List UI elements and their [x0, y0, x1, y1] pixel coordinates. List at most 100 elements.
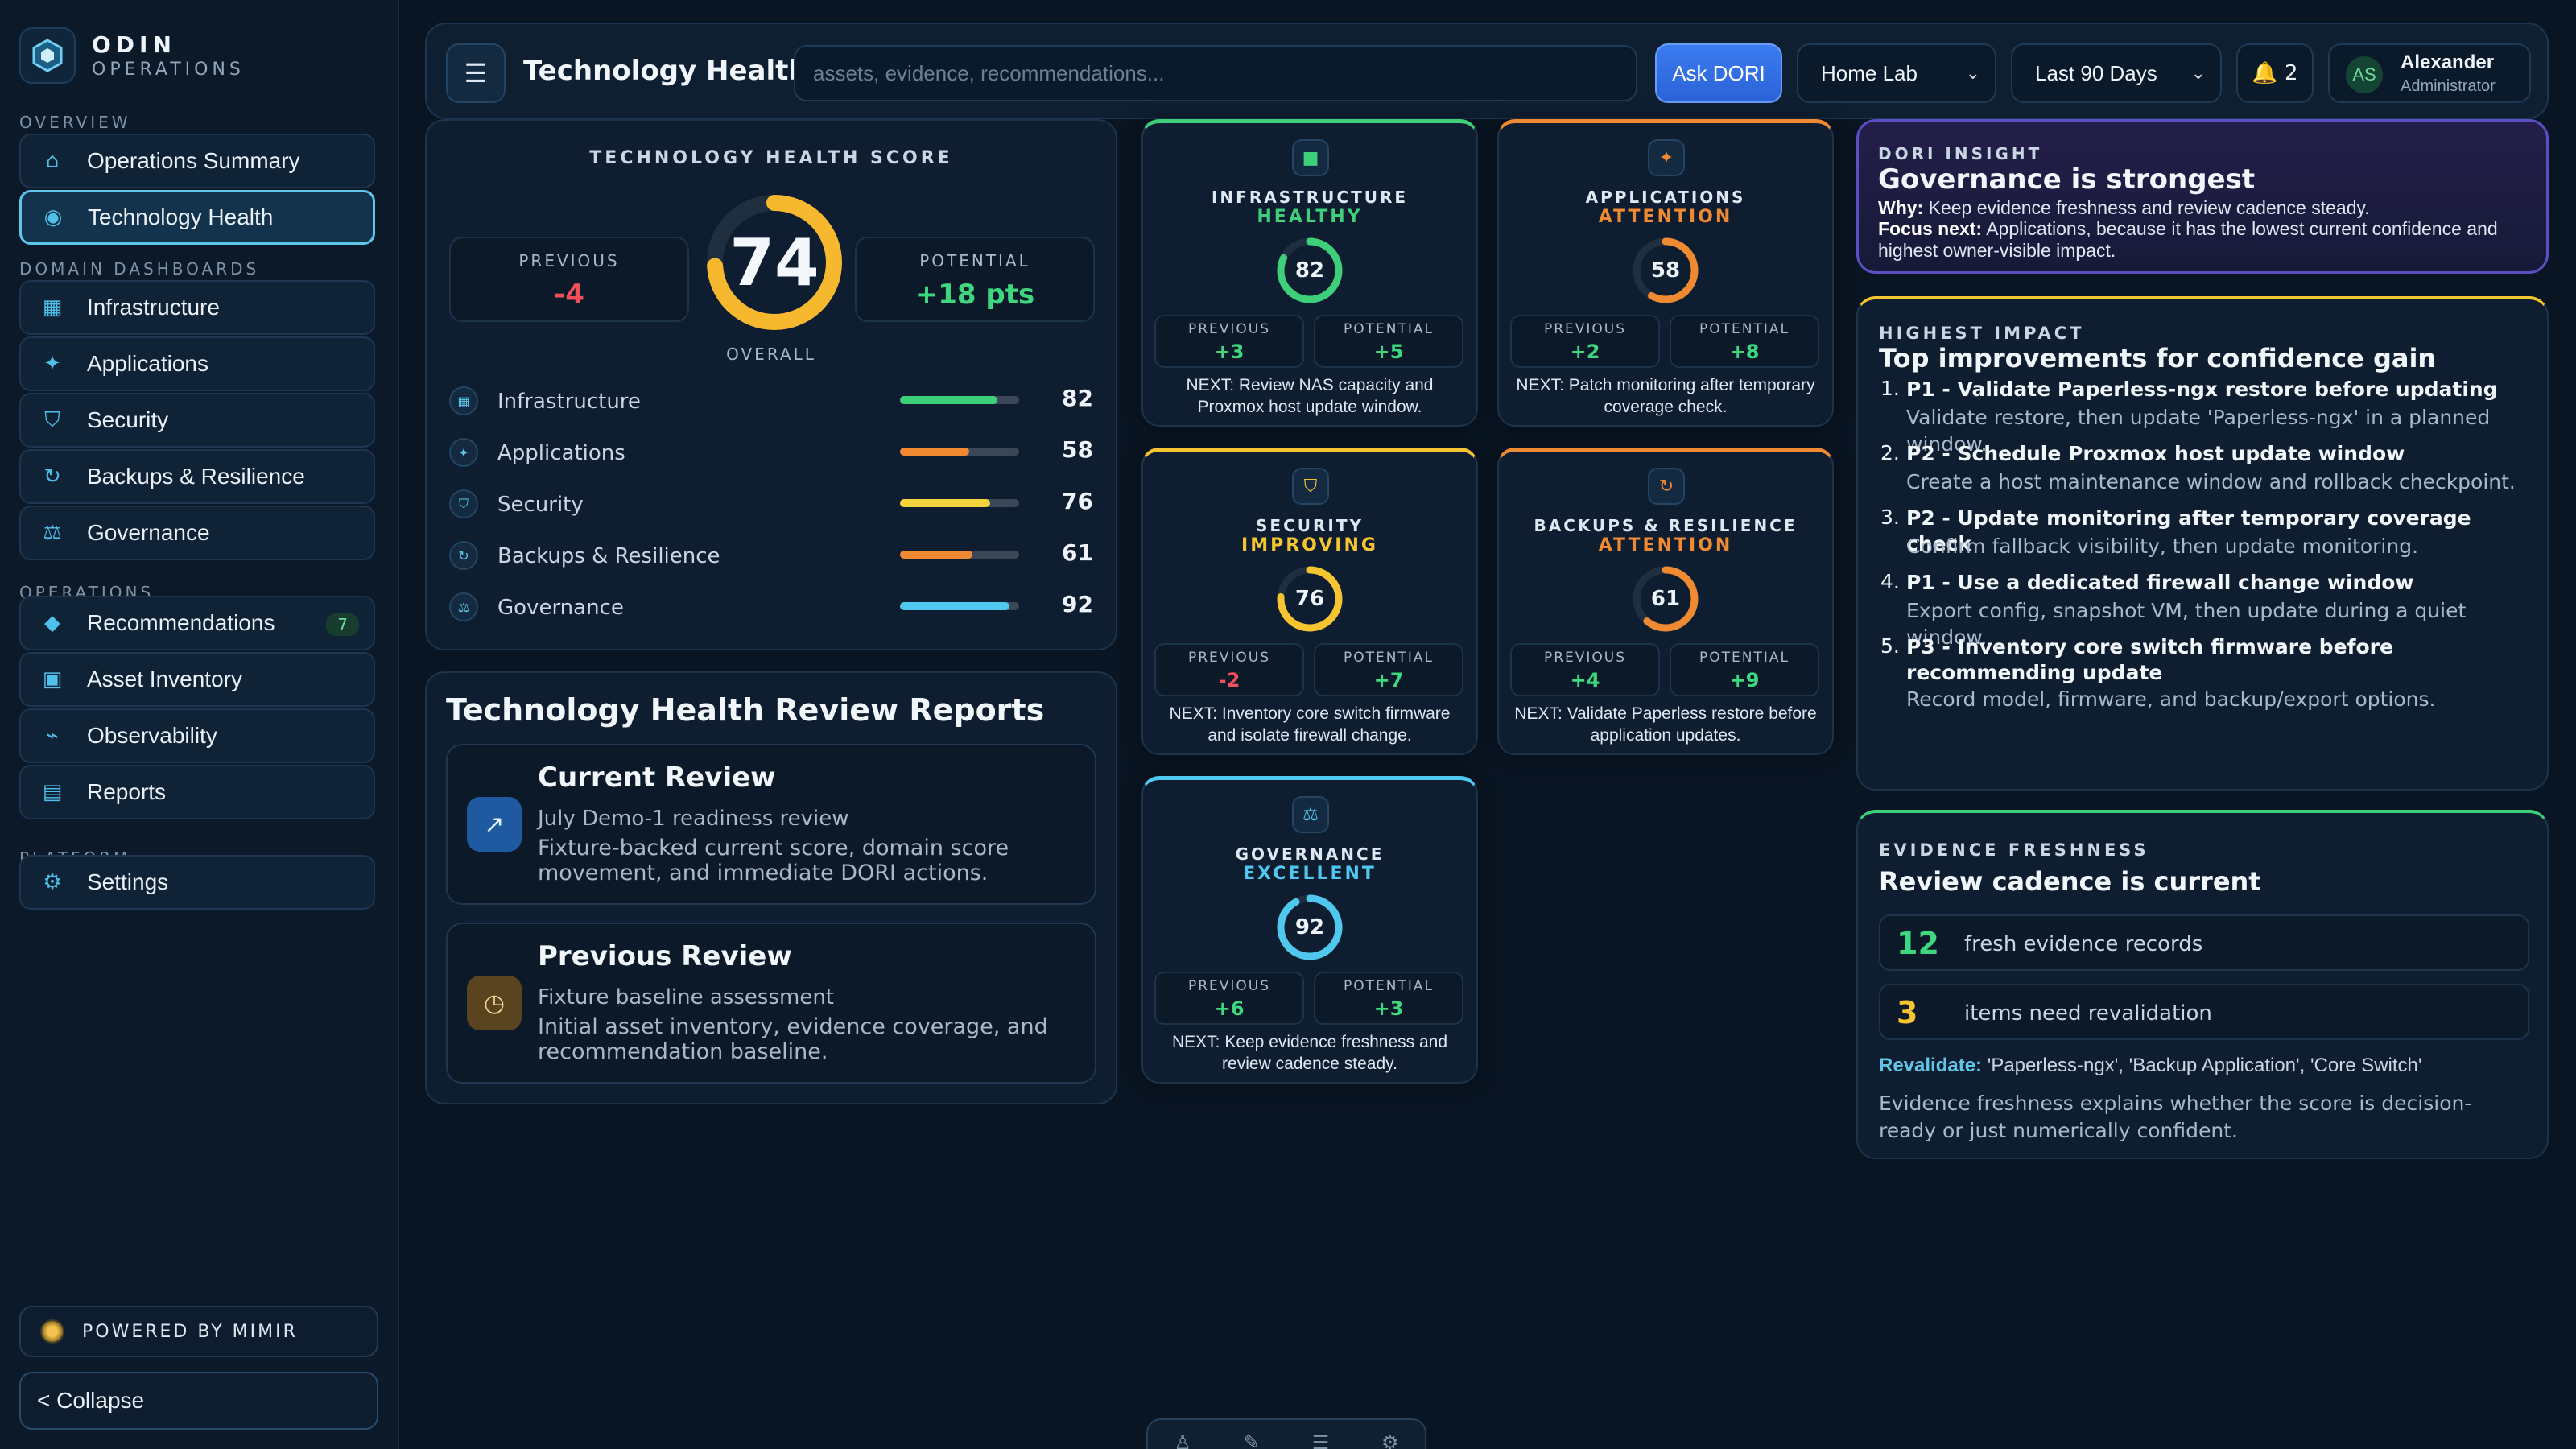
sidebar-item-observability[interactable]: ⌁ Observability: [19, 708, 375, 763]
domain-card-backups-resilience[interactable]: ↻ BACKUPS & RESILIENCE ATTENTION 61 PREVIOUS…: [1497, 448, 1834, 755]
sidebar-item-reports[interactable]: ▤ Reports: [19, 765, 375, 819]
user-icon[interactable]: ♙: [1174, 1431, 1191, 1449]
collapse-button[interactable]: < Collapse: [19, 1372, 378, 1430]
sidebar-item-operations-summary[interactable]: ⌂ Operations Summary: [19, 134, 375, 188]
sidebar-item-label: Settings: [87, 869, 169, 894]
domain-name: SECURITY: [1256, 516, 1364, 535]
notifications-button[interactable]: 🔔 2: [2236, 43, 2314, 103]
review-report-card[interactable]: ↗ Current Review July Demo-1 readiness rev…: [446, 744, 1096, 905]
highest-impact-panel: HIGHEST IMPACT Top improvements for conf…: [1856, 296, 2549, 791]
potential-card: POTENTIAL +3: [1314, 972, 1463, 1025]
sidebar-item-infrastructure[interactable]: ▦ Infrastructure: [19, 280, 375, 335]
list-icon[interactable]: ☰: [1311, 1431, 1330, 1449]
user-menu[interactable]: AS Alexander Administrator: [2328, 43, 2531, 103]
shield-icon: ⛉: [1292, 468, 1329, 505]
sidebar-item-label: Reports: [87, 779, 167, 804]
next-action: NEXT: Validate Paperless restore before …: [1514, 704, 1817, 745]
sidebar-item-applications[interactable]: ✦ Applications: [19, 336, 375, 391]
item-description: Export config, snapshot VM, then update …: [1906, 599, 2467, 649]
domain-progress-bar: [900, 499, 1019, 507]
review-report-card[interactable]: ◷ Previous Review Fixture baseline assessm…: [446, 923, 1096, 1084]
domain-progress-bar: [900, 448, 1019, 456]
domain-card-governance[interactable]: ⚖ GOVERNANCE EXCELLENT 92 PREVIOUS +6 POTENTIA…: [1141, 776, 1478, 1084]
potential-label: POTENTIAL: [1699, 321, 1790, 337]
sidebar-item-label: Operations Summary: [87, 148, 300, 173]
domain-score-row[interactable]: ⛉ Security 76: [449, 488, 1093, 520]
edit-icon[interactable]: ✎: [1243, 1431, 1260, 1449]
previous-card: PREVIOUS +3: [1154, 315, 1304, 368]
radar-icon: ◉: [43, 205, 63, 229]
domain-score-row[interactable]: ⚖ Governance 92: [449, 591, 1093, 623]
potential-card: POTENTIAL +7: [1314, 643, 1463, 696]
ring-progress: [1633, 237, 1699, 303]
domain-score: 61: [1062, 539, 1093, 566]
fresh-evidence-row[interactable]: 12 fresh evidence records: [1879, 914, 2529, 971]
avatar: AS: [2346, 56, 2383, 93]
environment-select[interactable]: Home Lab ⌄: [1797, 43, 1996, 103]
focus-text: Applications, because it has the lowest …: [1878, 218, 2498, 261]
domain-score-row[interactable]: ✦ Applications 58: [449, 436, 1093, 469]
powered-by-mimir[interactable]: POWERED BY MIMIR: [19, 1306, 378, 1357]
domain-score: 76: [1062, 488, 1093, 514]
gear-icon: ⚙: [43, 870, 62, 894]
domain-card-applications[interactable]: ✦ APPLICATIONS ATTENTION 58 PREVIOUS +2 POTENT…: [1497, 119, 1834, 427]
revalidation-count: 3: [1897, 995, 1918, 1030]
potential-value: +3: [1373, 997, 1404, 1020]
sidebar-item-security[interactable]: ⛉ Security: [19, 393, 375, 448]
status-badge: EXCELLENT: [1243, 864, 1377, 884]
insight-why: Why: Keep evidence freshness and review …: [1878, 197, 2532, 219]
previous-card: PREVIOUS +6: [1154, 972, 1304, 1025]
revalidation-row[interactable]: 3 items need revalidation: [1879, 984, 2529, 1040]
revalidation-label: items need revalidation: [1964, 1001, 2212, 1026]
sidebar-item-governance[interactable]: ⚖ Governance: [19, 506, 375, 560]
sidebar-item-label: Infrastructure: [87, 295, 220, 320]
sidebar-item-label: Backups & Resilience: [87, 464, 305, 489]
sidebar-item-recommendations[interactable]: ◆ Recommendations 7: [19, 596, 375, 650]
server-icon: ▦: [449, 386, 478, 415]
page-title: Technology Health: [523, 55, 808, 87]
domain-name: BACKUPS & RESILIENCE: [1534, 516, 1798, 535]
domain-card-security[interactable]: ⛉ SECURITY IMPROVING 76 PREVIOUS -2 POTENTIAL +…: [1141, 448, 1478, 755]
mimir-icon: [40, 1319, 64, 1344]
domain-name: Governance: [497, 596, 624, 620]
domain-score-row[interactable]: ↻ Backups & Resilience 61: [449, 539, 1093, 572]
refresh-icon: ↻: [449, 541, 478, 570]
status-badge: ATTENTION: [1598, 207, 1733, 227]
search-input[interactable]: [794, 45, 1637, 101]
sparkle-icon: ✦: [449, 438, 478, 467]
sidebar-item-backups-resilience[interactable]: ↻ Backups & Resilience: [19, 449, 375, 504]
item-title: P2 - Update monitoring after temporary c…: [1906, 506, 2471, 555]
ring-progress: [1277, 566, 1343, 632]
status-badge: IMPROVING: [1241, 535, 1378, 555]
previous-label: PREVIOUS: [518, 251, 620, 270]
domain-card-infrastructure[interactable]: ■ INFRASTRUCTURE HEALTHY 82 PREVIOUS +3 POTENT…: [1141, 119, 1478, 427]
item-description: Record model, firmware, and backup/expor…: [1906, 687, 2436, 711]
domain-score-row[interactable]: ▦ Infrastructure 82: [449, 385, 1093, 417]
sidebar-item-technology-health[interactable]: ◉ Technology Health: [19, 190, 375, 245]
sidebar-item-asset-inventory[interactable]: ▣ Asset Inventory: [19, 652, 375, 707]
dori-insight-card[interactable]: DORI INSIGHT Governance is strongest Why…: [1856, 119, 2549, 274]
domain-progress-bar: [900, 602, 1019, 610]
previous-value: +6: [1214, 997, 1245, 1020]
potential-card: POTENTIAL +8: [1670, 315, 1819, 368]
trend-up-icon: ↗: [467, 797, 522, 852]
previous-card: PREVIOUS -2: [1154, 643, 1304, 696]
fresh-label: fresh evidence records: [1964, 932, 2203, 956]
sidebar-item-settings[interactable]: ⚙ Settings: [19, 855, 375, 910]
date-range-select[interactable]: Last 90 Days ⌄: [2011, 43, 2222, 103]
user-name: Alexander: [2401, 52, 2495, 73]
previous-value: +2: [1570, 341, 1600, 363]
domain-progress-fill: [900, 551, 973, 559]
domain-progress-bar: [900, 396, 1019, 404]
refresh-icon: ↻: [1648, 468, 1685, 505]
domain-score-ring: [1633, 566, 1699, 632]
previous-label: PREVIOUS: [1543, 650, 1627, 666]
ask-dori-button[interactable]: Ask DORI: [1655, 43, 1782, 103]
menu-icon[interactable]: ☰: [446, 43, 506, 103]
gear-icon[interactable]: ⚙: [1381, 1431, 1399, 1449]
domain-score: 58: [1062, 436, 1093, 463]
domain-progress-fill: [900, 602, 1010, 610]
brand[interactable]: ODIN OPERATIONS: [19, 27, 245, 84]
previous-label: PREVIOUS: [1187, 321, 1271, 337]
previous-value: +4: [1570, 669, 1600, 691]
